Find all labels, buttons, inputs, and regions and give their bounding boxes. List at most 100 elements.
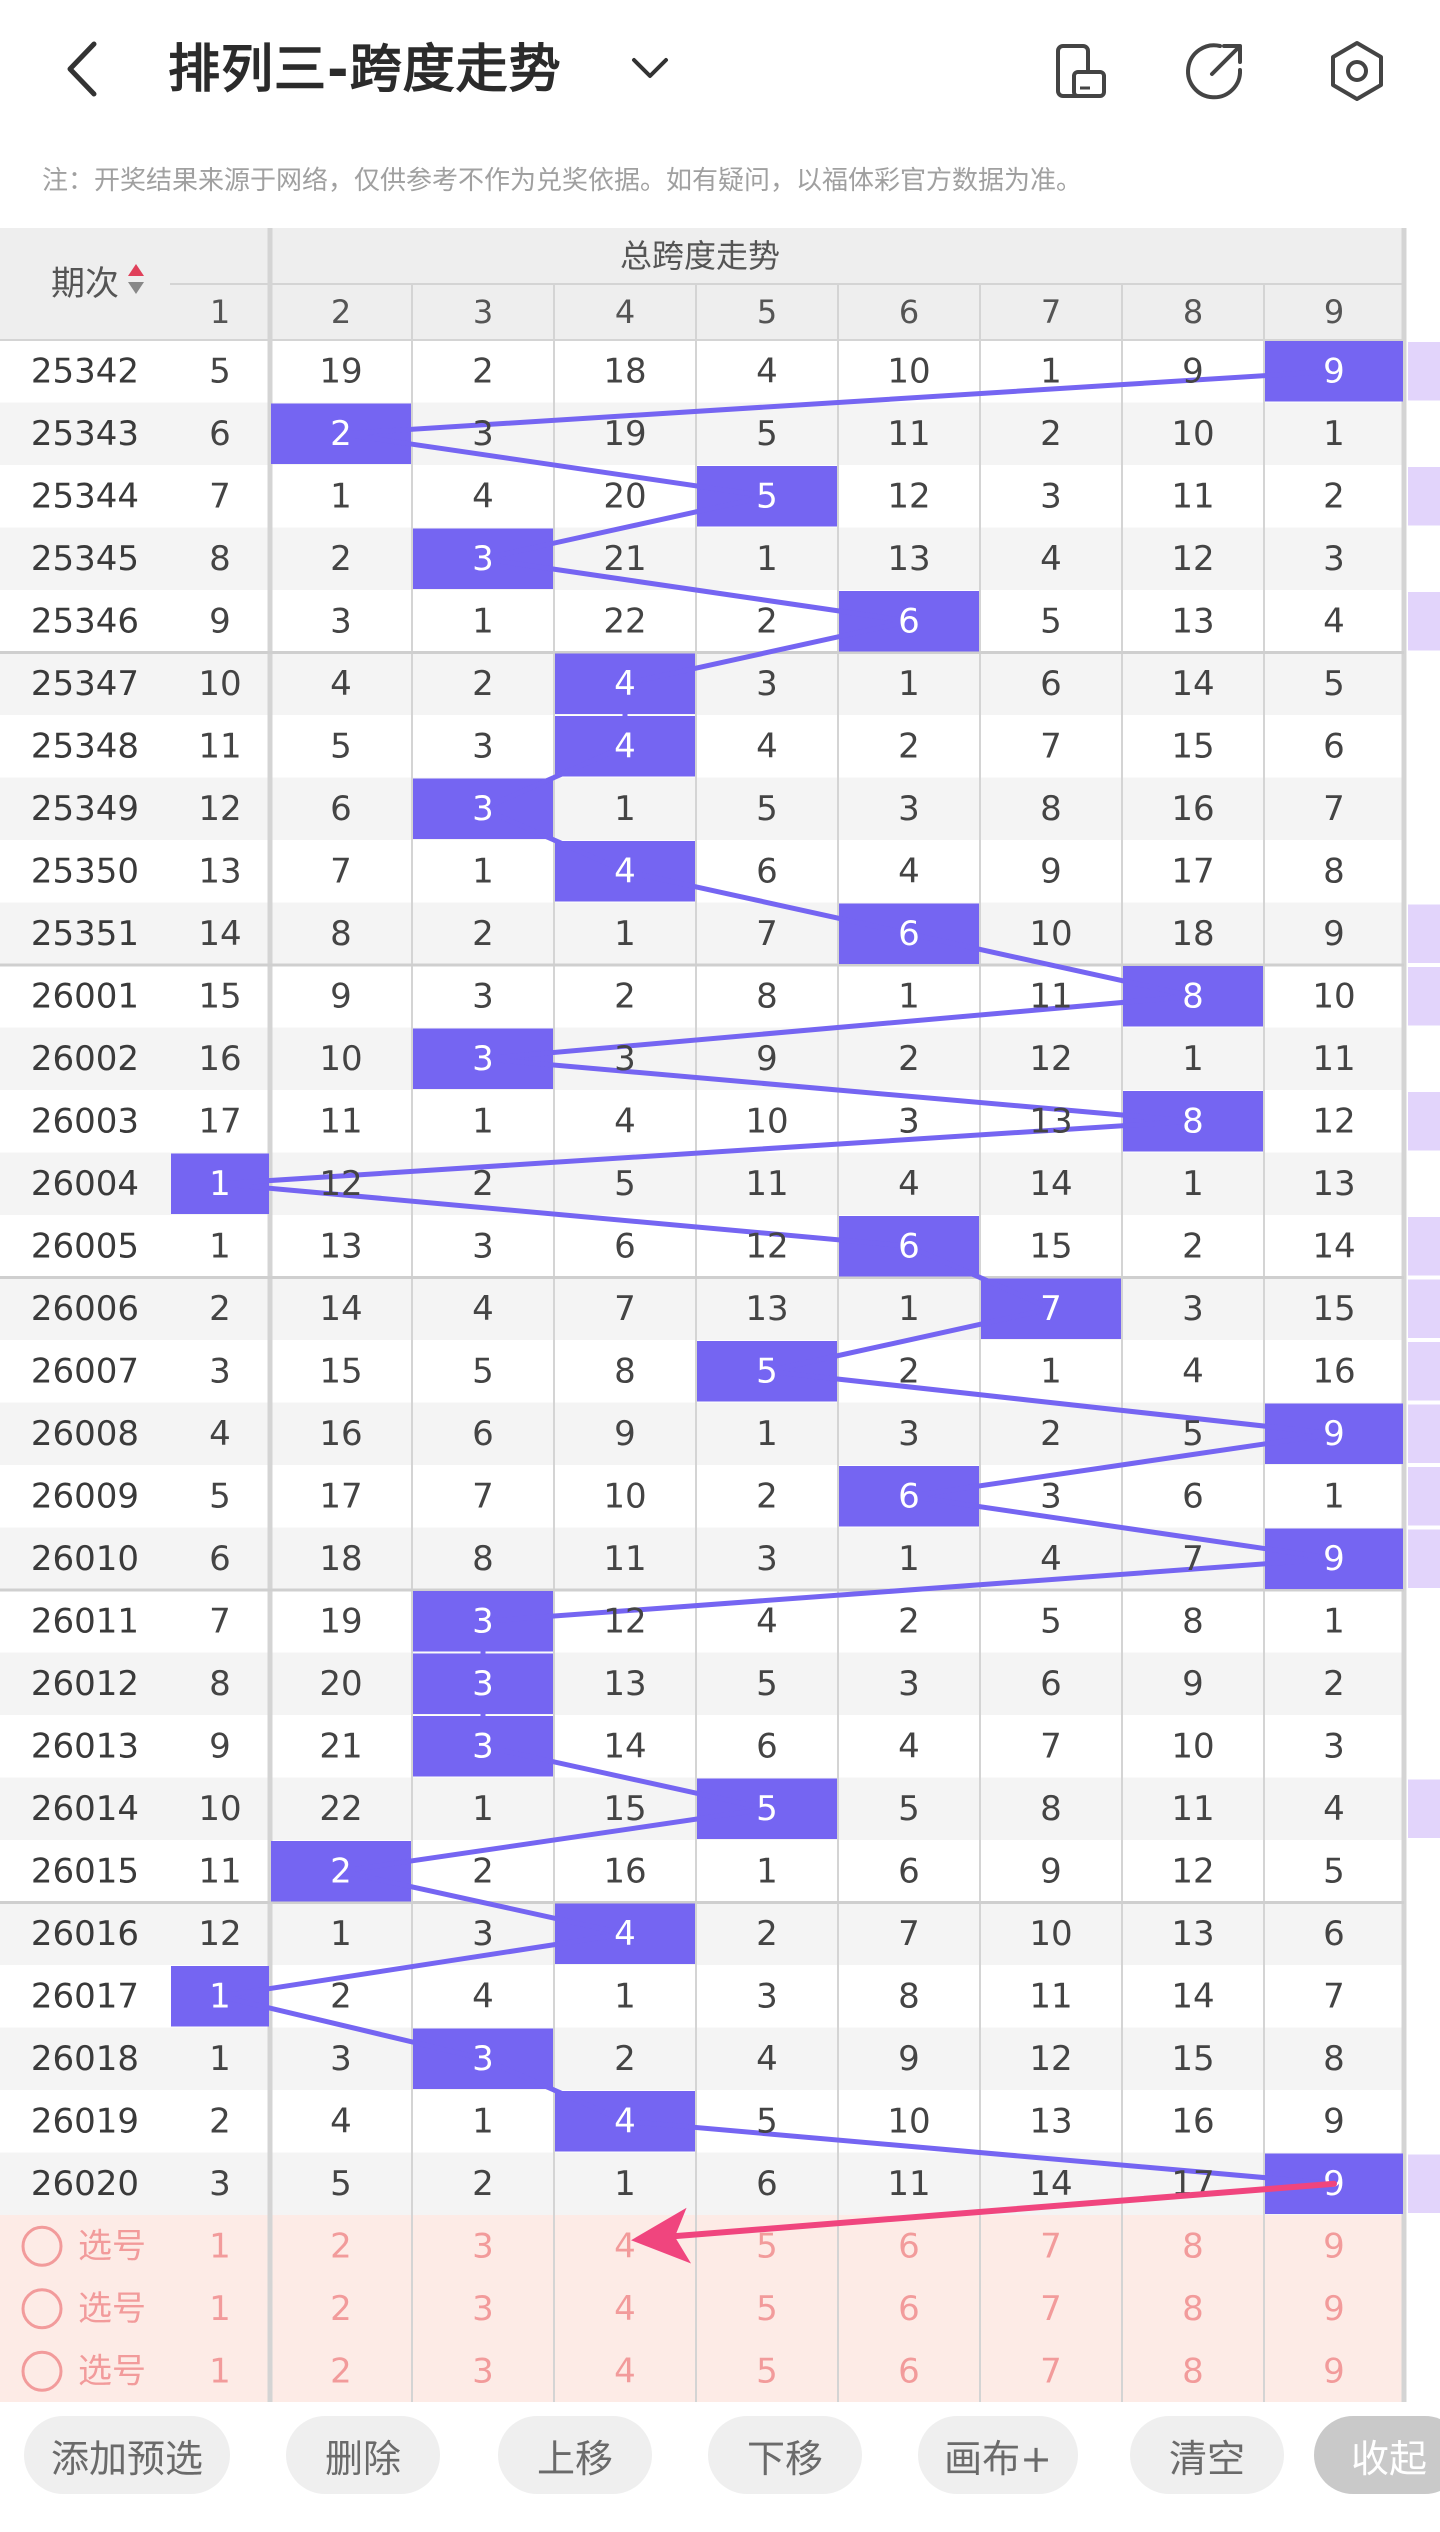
move-down-button[interactable]: 下移 bbox=[708, 2416, 862, 2494]
sort-asc-icon[interactable] bbox=[128, 264, 144, 276]
trend-cell: 14 bbox=[1312, 1226, 1355, 1266]
trend-cell: 16 bbox=[1171, 2101, 1214, 2141]
select-number[interactable]: 2 bbox=[330, 2226, 352, 2266]
hit-value: 3 bbox=[472, 1039, 494, 1079]
hit-value: 1 bbox=[209, 1976, 231, 2016]
trend-cell: 2 bbox=[756, 601, 778, 641]
select-label[interactable]: 选号 bbox=[78, 2289, 146, 2329]
settings-gear-icon[interactable] bbox=[1322, 36, 1392, 106]
select-number[interactable]: 7 bbox=[1040, 2289, 1062, 2329]
trend-cell: 1 bbox=[756, 539, 778, 579]
select-number[interactable]: 5 bbox=[756, 2226, 778, 2266]
trend-cell: 5 bbox=[330, 726, 352, 766]
hit-value: 4 bbox=[614, 851, 636, 891]
hit-value: 9 bbox=[1323, 1414, 1345, 1454]
trend-cell: 13 bbox=[1029, 1101, 1072, 1141]
sort-desc-icon[interactable] bbox=[128, 282, 144, 294]
trend-cell: 2 bbox=[1323, 1664, 1345, 1704]
page-title[interactable]: 排列三-跨度走势 bbox=[168, 40, 562, 100]
select-number[interactable]: 7 bbox=[1040, 2351, 1062, 2391]
select-number[interactable]: 4 bbox=[614, 2351, 636, 2391]
select-number[interactable]: 9 bbox=[1323, 2226, 1345, 2266]
period-cell: 25343 bbox=[31, 414, 139, 454]
back-arrow-icon[interactable] bbox=[58, 38, 114, 100]
select-number[interactable]: 8 bbox=[1182, 2226, 1204, 2266]
select-label[interactable]: 选号 bbox=[78, 2226, 146, 2266]
clear-button[interactable]: 清空 bbox=[1130, 2416, 1284, 2494]
trend-cell: 7 bbox=[1323, 789, 1345, 829]
table-row-bg bbox=[0, 2152, 1404, 2215]
select-number[interactable]: 8 bbox=[1182, 2289, 1204, 2329]
select-number[interactable]: 1 bbox=[209, 2289, 231, 2329]
trend-cell: 13 bbox=[1171, 1914, 1214, 1954]
select-label[interactable]: 选号 bbox=[78, 2351, 146, 2391]
select-number[interactable]: 7 bbox=[1040, 2226, 1062, 2266]
trend-cell: 20 bbox=[319, 1664, 362, 1704]
app-header: 排列三-跨度走势 bbox=[0, 0, 1440, 140]
trend-cell: 11 bbox=[1171, 1789, 1214, 1829]
select-number[interactable]: 9 bbox=[1323, 2289, 1345, 2329]
select-number[interactable]: 3 bbox=[472, 2226, 494, 2266]
select-number[interactable]: 6 bbox=[898, 2289, 920, 2329]
trend-cell: 4 bbox=[1182, 1351, 1204, 1391]
select-number[interactable]: 4 bbox=[614, 2226, 636, 2266]
collapse-button[interactable]: 收起 bbox=[1314, 2416, 1440, 2494]
period-cell: 25346 bbox=[31, 601, 139, 641]
table-row-bg bbox=[0, 2090, 1404, 2153]
period-cell: 26016 bbox=[31, 1914, 139, 1954]
select-number[interactable]: 3 bbox=[472, 2289, 494, 2329]
trend-cell: 14 bbox=[1171, 664, 1214, 704]
select-number[interactable]: 2 bbox=[330, 2351, 352, 2391]
trend-cell: 22 bbox=[319, 1789, 362, 1829]
trend-cell: 3 bbox=[472, 414, 494, 454]
select-number[interactable]: 2 bbox=[330, 2289, 352, 2329]
trend-cell: 10 bbox=[1171, 414, 1214, 454]
select-number[interactable]: 3 bbox=[472, 2351, 494, 2391]
trend-cell: 5 bbox=[1040, 1601, 1062, 1641]
hit-value: 8 bbox=[1182, 976, 1204, 1016]
select-number[interactable]: 1 bbox=[209, 2351, 231, 2391]
trend-cell: 1 bbox=[614, 2164, 636, 2204]
trend-cell: 7 bbox=[1323, 1976, 1345, 2016]
select-radio-icon[interactable] bbox=[21, 2225, 63, 2267]
trend-cell: 9 bbox=[614, 1414, 636, 1454]
rotate-screen-icon[interactable] bbox=[1046, 36, 1116, 106]
select-row-bg bbox=[0, 2215, 1404, 2278]
period-column-header[interactable]: 期次 bbox=[51, 264, 119, 304]
period-cell: 25345 bbox=[31, 539, 139, 579]
select-number[interactable]: 6 bbox=[898, 2351, 920, 2391]
trend-cell: 11 bbox=[1312, 1039, 1355, 1079]
select-number[interactable]: 8 bbox=[1182, 2351, 1204, 2391]
select-number[interactable]: 5 bbox=[756, 2351, 778, 2391]
move-up-button[interactable]: 上移 bbox=[498, 2416, 652, 2494]
trend-cell: 4 bbox=[1323, 601, 1345, 641]
select-number[interactable]: 4 bbox=[614, 2289, 636, 2329]
period-cell: 26009 bbox=[31, 1476, 139, 1516]
trend-cell: 9 bbox=[1040, 1851, 1062, 1891]
trend-group-header: 总跨度走势 bbox=[620, 237, 780, 275]
canvas-plus-button[interactable]: 画布+ bbox=[918, 2416, 1078, 2494]
trend-cell: 22 bbox=[603, 601, 646, 641]
share-icon[interactable] bbox=[1180, 36, 1250, 106]
trend-cell: 11 bbox=[1029, 1976, 1072, 2016]
trend-cell: 11 bbox=[887, 414, 930, 454]
select-number[interactable]: 1 bbox=[209, 2226, 231, 2266]
period-cell: 25344 bbox=[31, 476, 139, 516]
select-number[interactable]: 9 bbox=[1323, 2351, 1345, 2391]
select-radio-icon[interactable] bbox=[21, 2350, 63, 2392]
select-number[interactable]: 5 bbox=[756, 2289, 778, 2329]
add-preselect-button[interactable]: 添加预选 bbox=[24, 2416, 230, 2494]
trend-cell: 13 bbox=[1029, 2101, 1072, 2141]
trend-cell: 3 bbox=[1323, 1726, 1345, 1766]
trend-cell: 20 bbox=[603, 476, 646, 516]
delete-button[interactable]: 删除 bbox=[286, 2416, 440, 2494]
trend-cell: 7 bbox=[756, 914, 778, 954]
trend-cell: 7 bbox=[614, 1289, 636, 1329]
trend-cell: 14 bbox=[1029, 1164, 1072, 1204]
chevron-down-icon[interactable] bbox=[628, 50, 672, 86]
trend-cell: 6 bbox=[756, 851, 778, 891]
trend-cell: 2 bbox=[756, 1914, 778, 1954]
select-number[interactable]: 6 bbox=[898, 2226, 920, 2266]
select-radio-icon[interactable] bbox=[21, 2288, 63, 2330]
trend-cell: 3 bbox=[1040, 1476, 1062, 1516]
